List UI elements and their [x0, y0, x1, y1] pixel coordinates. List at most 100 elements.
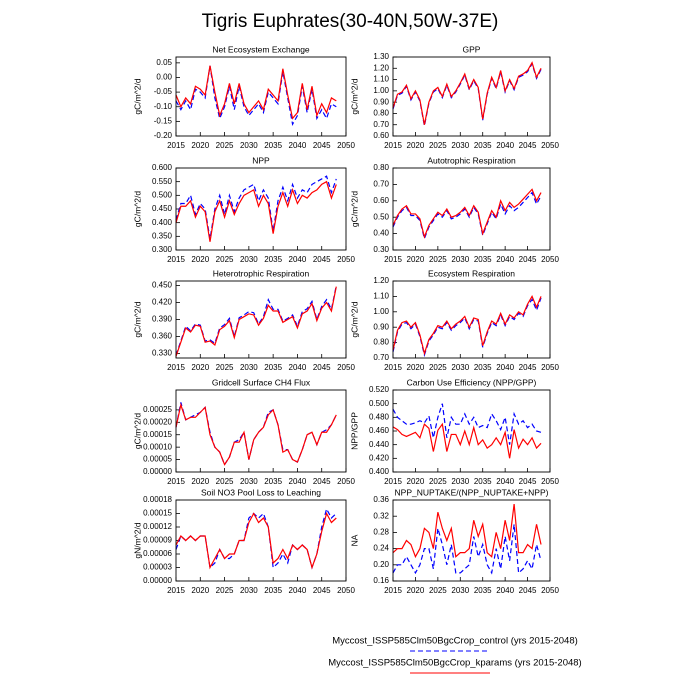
y-tick-label: 0.520	[369, 385, 390, 394]
y-tick-label: 1.20	[373, 63, 389, 72]
y-tick-label: 1.20	[373, 276, 389, 285]
x-tick-label: 2050	[541, 363, 559, 372]
panel: NPP gC/m^2/d 0.600 0.550 0.500 0.450 0.400 0.35…	[132, 155, 355, 264]
x-tick-label: 2045	[313, 141, 331, 150]
x-tick-label: 2035	[264, 363, 282, 372]
x-tick-label: 2045	[519, 255, 537, 264]
y-tick-label: 0.480	[369, 412, 390, 421]
y-axis-label: NPP/GPP	[349, 412, 359, 450]
x-tick-label: 2025	[429, 477, 447, 486]
x-tick-label: 2045	[519, 477, 537, 486]
series-line	[392, 61, 542, 125]
plot-frame	[392, 389, 551, 473]
y-tick-label: -0.10	[154, 102, 173, 111]
x-tick-label: 2045	[313, 363, 331, 372]
x-tick-label: 2015	[167, 586, 185, 595]
y-tick-label: 0.350	[152, 231, 173, 240]
x-tick-label: 2025	[429, 141, 447, 150]
x-tick-label: 2035	[264, 477, 282, 486]
series-line	[392, 422, 542, 459]
y-tick-label: 0.00000	[143, 576, 172, 585]
y-tick-label: 0.00000	[143, 467, 172, 476]
y-tick-label: 0.70	[373, 353, 389, 362]
y-tick-label: -0.20	[154, 131, 173, 140]
x-tick-label: 2045	[519, 586, 537, 595]
y-tick-label: 0.80	[373, 338, 389, 347]
y-tick-label: 0.70	[373, 180, 389, 189]
y-tick-label: 0.300	[152, 245, 173, 254]
x-tick-label: 2030	[240, 255, 258, 264]
legend-label: Myccost_ISSP585Clm50BgcCrop_control (yrs…	[332, 636, 578, 647]
y-tick-label: 0.70	[373, 120, 389, 129]
plot-frame	[392, 499, 551, 582]
panel: NPP_NUPTAKE/(NPP_NUPTAKE+NPP) NA 0.36 0.32 0…	[349, 487, 559, 595]
series-line	[175, 180, 337, 242]
y-tick-label: 0.30	[373, 245, 389, 254]
y-tick-label: 0.500	[152, 190, 173, 199]
panel-title: NPP_NUPTAKE/(NPP_NUPTAKE+NPP)	[395, 487, 549, 497]
y-axis-label: gC/m^2/d	[132, 301, 142, 337]
y-tick-label: 0.16	[373, 576, 389, 585]
x-tick-label: 2025	[429, 255, 447, 264]
plot-frame	[392, 280, 551, 359]
x-tick-label: 2015	[167, 141, 185, 150]
x-tick-label: 2050	[337, 255, 355, 264]
y-tick-label: 0.400	[152, 218, 173, 227]
y-tick-label: 0.00020	[143, 417, 172, 426]
x-tick-label: 2030	[240, 586, 258, 595]
panel: GPP gC/m^2/d 1.30 1.20 1.10 1.00 0.90 0.80 0.70 0…	[349, 44, 559, 150]
x-tick-label: 2025	[216, 141, 234, 150]
x-tick-label: 2025	[216, 255, 234, 264]
x-tick-label: 2035	[264, 141, 282, 150]
panel-title: Ecosystem Respiration	[428, 268, 515, 278]
y-tick-label: 0.600	[152, 163, 173, 172]
series-line	[175, 511, 337, 570]
x-tick-label: 2035	[474, 255, 492, 264]
plot-frame	[175, 280, 347, 359]
x-tick-label: 2035	[474, 477, 492, 486]
y-axis-label: NA	[349, 534, 359, 546]
x-tick-label: 2045	[313, 477, 331, 486]
y-axis-label: gC/m^2/d	[349, 78, 359, 114]
panel: Heterotrophic Respiration gC/m^2/d 0.450 0.…	[132, 268, 355, 372]
y-tick-label: 0.440	[369, 440, 390, 449]
x-tick-label: 2015	[384, 363, 402, 372]
x-tick-label: 2040	[289, 141, 307, 150]
plot-frame	[175, 499, 347, 582]
x-tick-label: 2030	[240, 363, 258, 372]
y-tick-label: 0.24	[373, 544, 389, 553]
y-tick-label: 0.450	[152, 204, 173, 213]
x-tick-label: 2025	[216, 477, 234, 486]
plot-frame	[392, 167, 551, 251]
series-line	[392, 295, 542, 356]
y-tick-label: 0.32	[373, 511, 389, 520]
x-tick-label: 2050	[337, 363, 355, 372]
x-tick-label: 2015	[167, 255, 185, 264]
x-tick-label: 2020	[191, 141, 209, 150]
legend-label: Myccost_ISSP585Clm50BgcCrop_kparams (yrs…	[328, 658, 581, 669]
series-line	[392, 188, 542, 239]
x-tick-label: 2050	[541, 141, 559, 150]
y-axis-label: gC/m^2/d	[349, 191, 359, 227]
y-axis-label: gN/m^2/d	[132, 522, 142, 558]
x-tick-label: 2040	[289, 586, 307, 595]
series-line	[175, 175, 337, 240]
y-tick-label: 0.420	[369, 453, 390, 462]
y-tick-label: 0.450	[152, 281, 173, 290]
panel-title: NPP	[252, 155, 270, 165]
y-tick-label: 0.00006	[143, 549, 172, 558]
y-tick-label: 0.00018	[143, 495, 172, 504]
y-tick-label: 0.90	[373, 97, 389, 106]
y-tick-label: 0.500	[369, 399, 390, 408]
x-tick-label: 2030	[240, 477, 258, 486]
panel-title: Heterotrophic Respiration	[213, 268, 310, 278]
y-tick-label: -0.15	[154, 116, 173, 125]
x-tick-label: 2020	[191, 255, 209, 264]
y-tick-label: 1.10	[373, 75, 389, 84]
panel: Carbon Use Efficiency (NPP/GPP) NPP/GPP 0.…	[349, 377, 559, 486]
y-tick-label: 0.00010	[143, 442, 172, 451]
panel-title: Net Ecosystem Exchange	[212, 44, 310, 54]
x-tick-label: 2030	[451, 477, 469, 486]
